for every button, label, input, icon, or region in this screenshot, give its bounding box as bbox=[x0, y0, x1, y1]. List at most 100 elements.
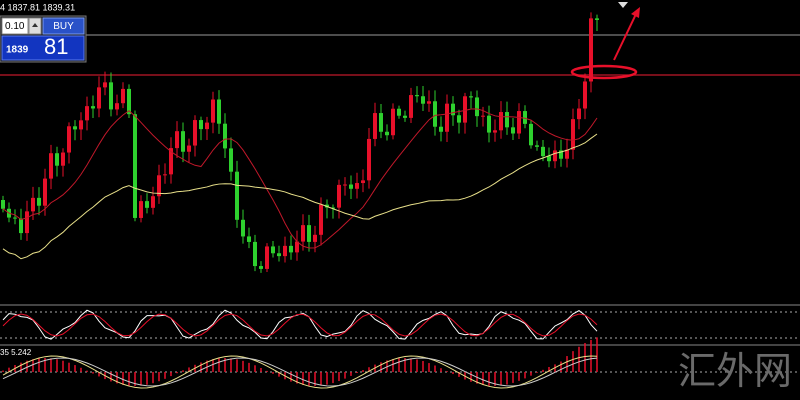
macd-line bbox=[2, 355, 598, 389]
candle-body bbox=[307, 225, 311, 242]
candle-body bbox=[493, 130, 497, 133]
candle-body bbox=[379, 113, 383, 132]
macd-label: 35 5.242 bbox=[0, 348, 32, 357]
candle-body bbox=[37, 197, 41, 206]
arrow bbox=[613, 13, 637, 61]
candle-body bbox=[31, 197, 35, 212]
buy-button[interactable] bbox=[42, 17, 85, 35]
candle-body bbox=[463, 96, 467, 123]
candle-body bbox=[295, 241, 299, 253]
candle-body bbox=[43, 178, 47, 206]
candle-body bbox=[151, 196, 155, 208]
candle-body bbox=[25, 211, 29, 234]
candle-body bbox=[199, 120, 203, 130]
candle-body bbox=[283, 245, 287, 257]
candle-body bbox=[175, 131, 179, 149]
candle-body bbox=[55, 153, 59, 166]
highlight-ellipse bbox=[570, 64, 638, 80]
candle-body bbox=[517, 111, 521, 134]
candle-body bbox=[193, 120, 197, 146]
candle-body bbox=[415, 95, 419, 97]
price-box bbox=[1, 35, 85, 61]
candle-body bbox=[583, 81, 587, 109]
candle-body bbox=[397, 108, 401, 116]
moving-average-slow bbox=[2, 133, 598, 260]
candle-body bbox=[331, 207, 335, 209]
candle-body bbox=[109, 82, 113, 110]
plot bbox=[1, 12, 599, 389]
candle-body bbox=[409, 95, 413, 118]
candle-body bbox=[361, 180, 365, 184]
candle-body bbox=[127, 88, 131, 115]
candle-body bbox=[469, 96, 473, 98]
candle-body bbox=[559, 150, 563, 159]
candle-body bbox=[487, 115, 491, 133]
candle-body bbox=[253, 241, 257, 267]
candle-body bbox=[223, 123, 227, 149]
candle-body bbox=[157, 175, 161, 197]
arrow-head bbox=[631, 7, 640, 18]
candle-body bbox=[271, 246, 275, 254]
candle-body bbox=[259, 266, 263, 269]
candle-body bbox=[391, 108, 395, 136]
marker bbox=[618, 2, 628, 8]
stoch-signal bbox=[2, 313, 598, 337]
candle-body bbox=[229, 148, 233, 172]
quote: 4 1837.81 1839.31 bbox=[0, 2, 75, 12]
candle-body bbox=[523, 111, 527, 124]
candle-body bbox=[541, 146, 545, 157]
macd-signal bbox=[2, 357, 598, 387]
candle-body bbox=[403, 115, 407, 118]
candle-body bbox=[97, 87, 101, 109]
candle-body bbox=[373, 113, 377, 139]
candle-body bbox=[337, 184, 341, 208]
candle-body bbox=[511, 127, 515, 134]
candle-body bbox=[73, 126, 77, 130]
candle-body bbox=[187, 145, 191, 152]
watermark: 汇外网 bbox=[678, 351, 792, 393]
candle-body bbox=[343, 184, 347, 186]
candle-body bbox=[439, 126, 443, 132]
candle-body bbox=[235, 171, 239, 220]
candle-body bbox=[49, 153, 53, 179]
candle-body bbox=[139, 201, 143, 218]
candle-body bbox=[481, 115, 485, 117]
lot: 0.10 bbox=[5, 21, 25, 32]
candle-body bbox=[475, 97, 479, 117]
moving-average-fast bbox=[2, 108, 598, 249]
candle-body bbox=[169, 148, 173, 175]
candle-body bbox=[205, 122, 209, 130]
spinner-arrow bbox=[32, 23, 38, 27]
candle-body bbox=[133, 114, 137, 218]
candle-body bbox=[595, 18, 599, 20]
candle-body bbox=[247, 236, 251, 242]
candle-body bbox=[1, 200, 5, 209]
candle-body bbox=[355, 183, 359, 189]
candle-body bbox=[571, 119, 575, 150]
price-prefix: 1839 bbox=[6, 45, 29, 56]
candle-body bbox=[13, 217, 17, 219]
candle-body bbox=[289, 245, 293, 253]
candle-body bbox=[505, 112, 509, 128]
price-suffix: 81 bbox=[44, 34, 68, 59]
candle-body bbox=[217, 99, 221, 124]
candle-body bbox=[211, 99, 215, 123]
candle-body bbox=[349, 184, 353, 189]
candle-body bbox=[19, 218, 23, 234]
candle-body bbox=[61, 152, 65, 166]
candle-body bbox=[451, 103, 455, 116]
candle-body bbox=[385, 131, 389, 136]
buy-label: BUY bbox=[53, 21, 74, 32]
candle-body bbox=[367, 138, 371, 181]
candle-body bbox=[319, 204, 323, 235]
candle-body bbox=[433, 101, 437, 127]
candle-body bbox=[103, 82, 107, 88]
candle-body bbox=[313, 234, 317, 242]
lot-input[interactable] bbox=[1, 17, 29, 35]
candle-body bbox=[121, 88, 125, 104]
candle-body bbox=[565, 149, 569, 159]
candle-body bbox=[265, 246, 269, 269]
candle-body bbox=[301, 225, 305, 242]
